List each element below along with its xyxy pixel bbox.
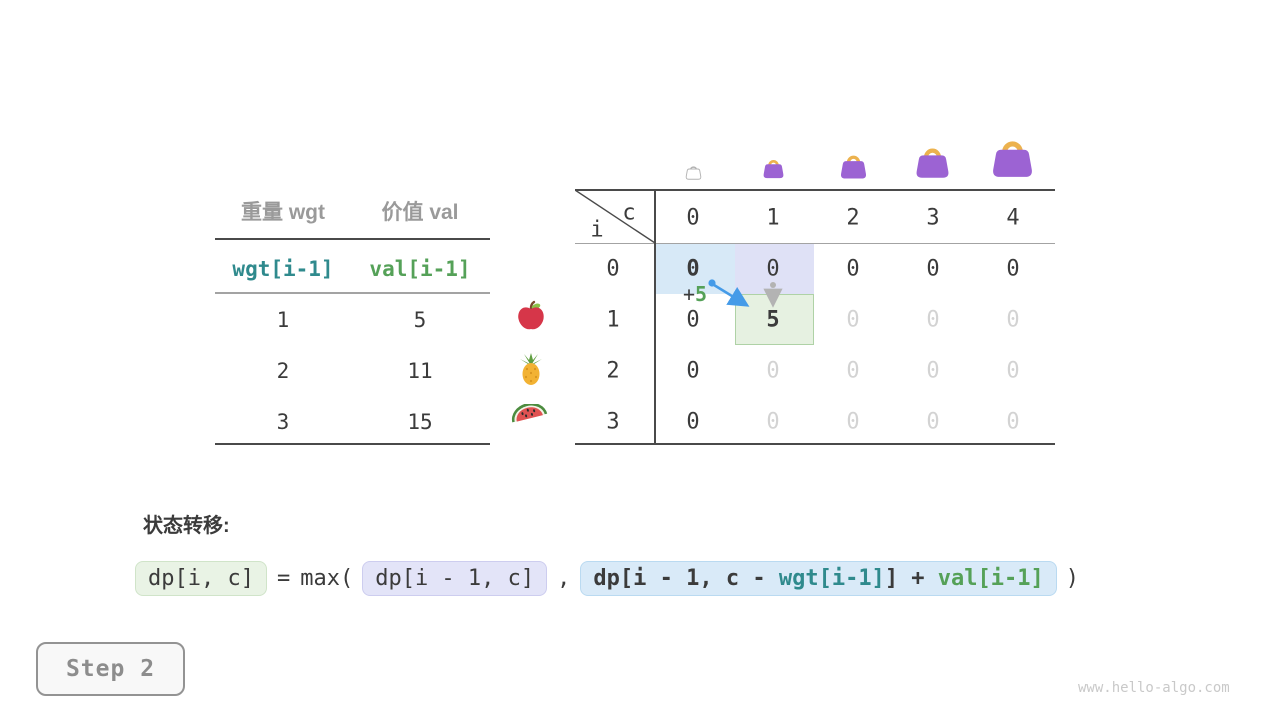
- dp-row-header: 3: [606, 409, 620, 435]
- dp-cell: 0: [766, 409, 780, 435]
- formula-comma: ,: [557, 566, 571, 591]
- transition-formula: dp[i, c] = max( dp[i - 1, c] , dp[i - 1,…: [135, 561, 1079, 596]
- dp-cell: 0: [1006, 256, 1020, 282]
- dp-col-header: 1: [766, 205, 780, 231]
- item-weight: 2: [276, 359, 290, 383]
- item-value: 5: [413, 308, 427, 332]
- dp-corner-diagonal: [575, 190, 655, 243]
- dp-cell: 0: [926, 307, 940, 333]
- formula-equals: =: [276, 566, 291, 591]
- item-weight: 1: [276, 308, 290, 332]
- plus-value-annotation: +5: [683, 282, 707, 306]
- dp-cell: 0: [1006, 358, 1020, 384]
- item-value: 15: [407, 410, 433, 434]
- dp-corner-row-var: i: [590, 217, 604, 243]
- dp-row-header: 2: [606, 358, 620, 384]
- watermelon-icon: [510, 402, 550, 438]
- dp-col-header: 2: [846, 205, 860, 231]
- dp-cell: 0: [926, 409, 940, 435]
- dp-cell: 0: [686, 358, 700, 384]
- dp-cell: 0: [1006, 409, 1020, 435]
- items-var-wgt: wgt[i-1]: [232, 257, 334, 281]
- arrow-blue-origin-dot: [708, 279, 716, 287]
- case-take-prefix: dp[i - 1, c -: [593, 566, 779, 591]
- dp-row-header: 1: [606, 307, 620, 333]
- dp-cell: 0: [926, 358, 940, 384]
- case-take-val: val[i-1]: [937, 566, 1044, 591]
- dp-table-rule-bottom: [575, 443, 1055, 446]
- bag-size-0-icon: [685, 164, 702, 185]
- dp-cell: 0: [846, 409, 860, 435]
- formula-case-skip: dp[i - 1, c]: [362, 561, 548, 596]
- dp-table-rule-top: [575, 189, 1055, 192]
- dp-cell: 0: [846, 256, 860, 282]
- items-table-rule-mid: [215, 292, 490, 294]
- formula-lhs: dp[i, c]: [135, 561, 267, 596]
- apple-icon: [515, 300, 547, 336]
- dp-col-header: 3: [926, 205, 940, 231]
- formula-close-paren: ): [1065, 566, 1080, 591]
- transition-arrows: [708, 279, 783, 308]
- formula-case-take: dp[i - 1, c - wgt[i-1]] + val[i-1]: [580, 561, 1057, 596]
- items-col-header-weight: 重量 wgt: [241, 201, 325, 224]
- step-indicator-button[interactable]: Step 2: [36, 642, 185, 696]
- site-watermark: www.hello-algo.com: [1078, 680, 1230, 696]
- dp-cell: 0: [686, 256, 700, 282]
- case-take-wgt: wgt[i-1]: [778, 566, 885, 591]
- dp-cell: 0: [686, 409, 700, 435]
- bag-size-3-icon: [914, 145, 951, 185]
- items-table-rule-bottom: [215, 443, 490, 446]
- items-var-val: val[i-1]: [369, 257, 471, 281]
- items-col-header-value: 价值 val: [381, 201, 459, 224]
- dp-cell: 0: [766, 256, 780, 282]
- dp-table-rule-vertical: [654, 190, 656, 444]
- plus-sign: +: [683, 282, 696, 306]
- dp-cell: 0: [926, 256, 940, 282]
- dp-table-rule-header: [575, 242, 1055, 244]
- dp-cell: 0: [766, 358, 780, 384]
- transition-heading: 状态转移:: [143, 515, 230, 537]
- pineapple-icon: [515, 352, 547, 390]
- bag-size-2-icon: [839, 153, 868, 185]
- bag-size-4-icon: [990, 137, 1035, 185]
- dp-cell: 0: [686, 307, 700, 333]
- arrow-gray-origin-dot: [770, 282, 776, 288]
- case-take-mid: ] +: [884, 566, 938, 591]
- dp-col-header: 4: [1006, 205, 1020, 231]
- dp-cell-current: 5: [766, 307, 780, 333]
- arrow-blue-diagonal: [713, 283, 750, 307]
- item-value: 11: [407, 359, 433, 383]
- dp-corner-col-var: c: [622, 200, 636, 226]
- step-label: Step 2: [65, 656, 156, 682]
- dp-row-header: 0: [606, 256, 620, 282]
- items-table-rule-top: [215, 238, 490, 241]
- bag-size-1-icon: [762, 158, 785, 184]
- item-weight: 3: [276, 410, 290, 434]
- formula-max-open: max(: [300, 566, 354, 591]
- dp-cell: 0: [846, 307, 860, 333]
- dp-cell: 0: [846, 358, 860, 384]
- dp-cell-highlight-source-left: [655, 243, 735, 294]
- added-value: 5: [695, 282, 708, 306]
- dp-cell: 0: [1006, 307, 1020, 333]
- dp-col-header: 0: [686, 205, 700, 231]
